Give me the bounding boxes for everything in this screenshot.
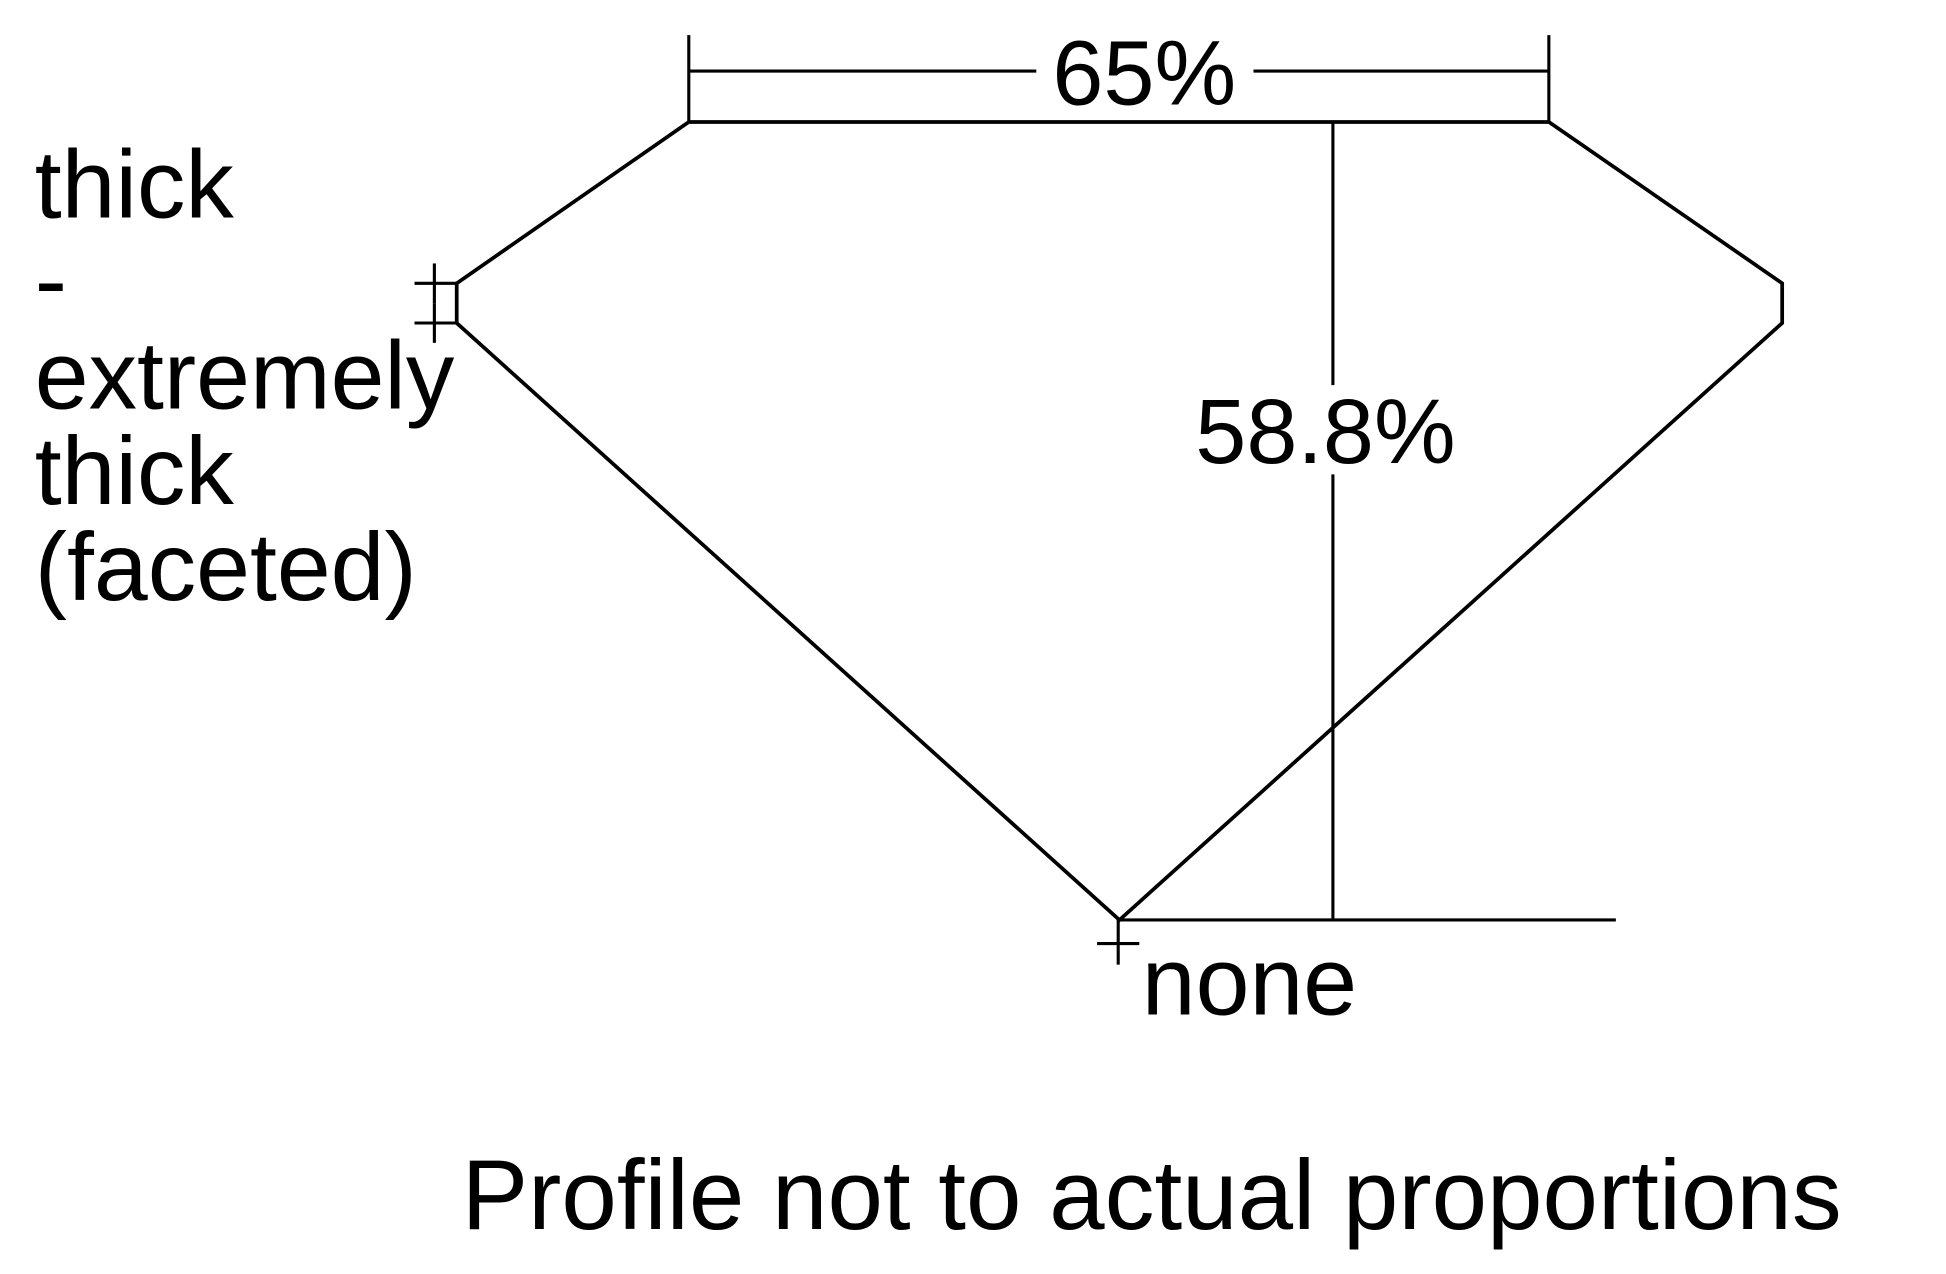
table-percent-label: 65% xyxy=(1052,23,1236,125)
girdle-label-line: thick xyxy=(35,416,235,525)
depth-dimension: 58.8% xyxy=(1119,121,1616,922)
girdle-label-line: - xyxy=(35,225,67,334)
girdle-markers xyxy=(414,263,457,343)
footnote: Profile not to actual proportions xyxy=(462,1140,1842,1251)
girdle-label-line: extremely xyxy=(35,321,455,430)
depth-percent-label: 58.8% xyxy=(1195,381,1455,483)
girdle-label-line: thick xyxy=(35,130,235,239)
culet-marker xyxy=(1097,919,1140,965)
girdle-label-line: (faceted) xyxy=(35,512,417,621)
table-dimension: 65% xyxy=(687,23,1551,125)
girdle-label: thick - extremely thick (faceted) xyxy=(35,130,455,621)
gem-outline xyxy=(454,120,1785,923)
culet-label: none xyxy=(1142,926,1357,1035)
